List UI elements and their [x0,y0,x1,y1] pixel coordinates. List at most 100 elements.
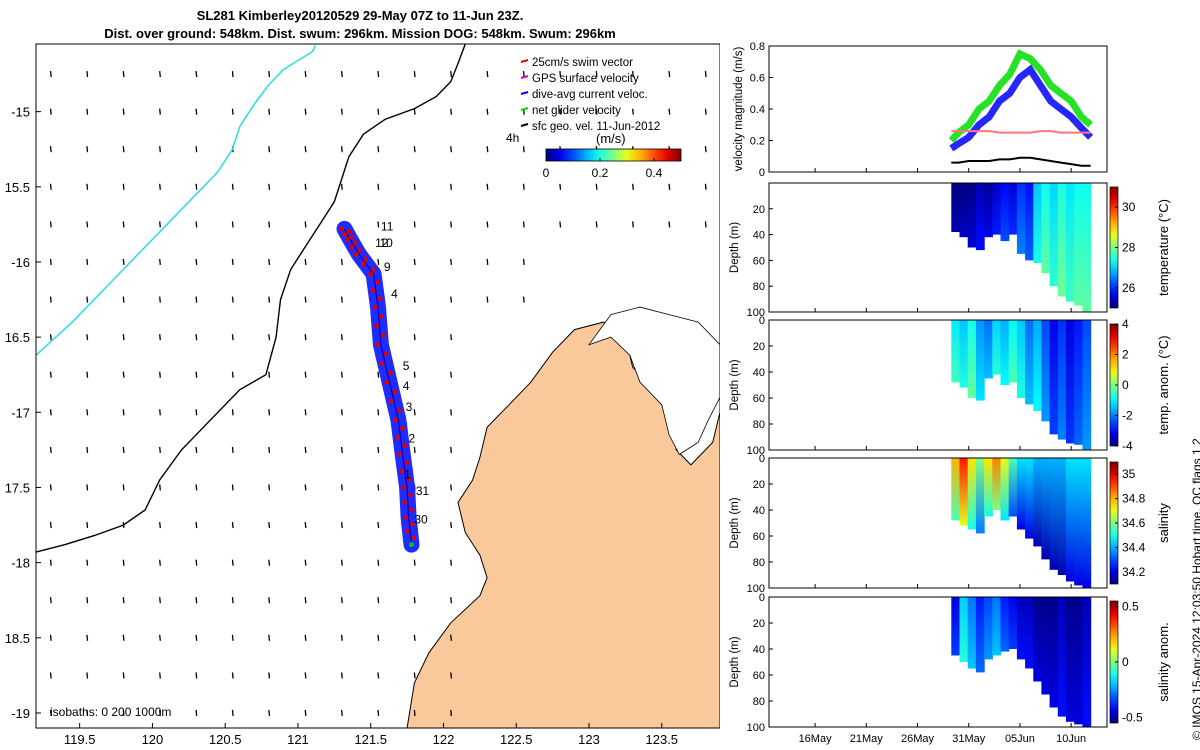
velocity-arrow [86,521,89,529]
velocity-arrow [304,446,307,453]
velocity-arrow [159,634,161,641]
velocity-arrow [195,559,198,566]
swim-vector [377,296,383,302]
velocity-arrow [231,484,234,491]
day-label: 4 [391,287,398,301]
velocity-series-2 [949,64,1094,152]
velocity-arrow [86,409,89,416]
panel-1: 0 0.2 0.4 0.6 0.8 velocity magnitude (m/s) [733,41,1108,179]
y-axis-label: Depth (m) [729,359,741,410]
velocity-arrow [413,559,416,566]
velocity-arrow [159,334,161,341]
velocity-arrow [522,146,525,153]
velocity-arrow [159,521,161,529]
velocity-arrow [195,258,198,266]
velocity-arrow [122,146,125,153]
geostrophic-velocity-field [49,71,707,717]
velocity-arrow [231,446,234,453]
swim-vector [370,266,376,272]
legend-entry: GPS surface velocity [532,73,639,85]
y-tick-label: -19 [11,706,30,721]
velocity-arrow [159,446,161,453]
y-tick-label: 20 [753,204,765,216]
swim-vector [383,351,389,357]
velocity-arrow [486,71,489,78]
velocity-arrow [304,71,307,78]
velocity-arrow [195,334,198,341]
velocity-arrow [377,371,380,378]
velocity-arrow [340,446,343,453]
day-label: 11 [381,219,394,233]
velocity-arrow [122,709,125,717]
section-cell [975,320,985,401]
velocity-arrow [340,484,343,491]
swim-vector [400,426,405,431]
velocity-arrow [268,71,271,78]
velocity-arrow [49,71,52,78]
velocity-arrow [49,521,52,529]
y-axis-label: velocity magnitude (m/s) [733,47,745,172]
section-cell [1041,458,1051,560]
section-cell [1000,458,1010,521]
velocity-arrow [377,597,380,604]
section-cell [1033,320,1043,411]
velocity-arrow [122,371,125,378]
velocity-arrow [195,597,198,604]
section-cell [1016,458,1026,530]
velocity-arrow [49,634,52,641]
velocity-arrow [377,71,380,78]
y-tick-label: -15 [11,105,30,120]
isobath-200m [35,43,466,553]
colorbar-tick-label: 34.6 [1122,516,1146,530]
velocity-arrow [49,258,52,266]
section-cell [975,597,985,673]
velocity-arrow [340,334,343,341]
section-cell [967,183,977,248]
velocity-arrow [486,258,489,266]
velocity-arrow [704,71,707,78]
section-cell [1000,597,1010,652]
day-label: 5 [403,359,410,373]
section-cell [1074,183,1083,306]
section-cell [992,183,1002,235]
velocity-arrow [195,409,198,416]
velocity-arrow [304,258,307,266]
y-tick-label: 60 [753,393,765,405]
velocity-arrow [86,108,89,115]
colorbar-tick-label: 0.4 [646,166,663,180]
velocity-arrow [668,108,671,115]
velocity-arrow [231,559,234,566]
time-tick-label: 31May [952,733,986,745]
x-tick-label: 119.5 [64,732,96,747]
velocity-arrow [268,334,271,341]
swim-vector [346,229,352,234]
legend-entry: net glider velocity [532,105,621,117]
velocity-arrow [49,334,52,341]
velocity-arrow [450,371,453,378]
y-tick-label: 17.5 [5,480,30,495]
velocity-arrow [231,709,234,717]
swim-vector [384,379,390,385]
section-cell [1082,458,1092,588]
day-label: 4 [403,379,410,393]
y-tick-label: 16.5 [5,330,30,345]
velocity-arrow [522,258,525,266]
velocity-arrow [304,221,307,228]
velocity-arrow [195,71,198,78]
y-tick-label: 60 [753,531,765,543]
y-axis-label: Depth (m) [729,222,741,273]
section-cell [984,320,993,379]
x-tick-label: 122.5 [500,732,533,747]
section-cell [959,183,969,238]
velocity-arrow [340,296,343,303]
velocity-arrow [268,296,271,303]
y-tick-label: 0 [759,315,765,327]
section-cell [1066,458,1075,582]
velocity-arrow [268,221,271,228]
velocity-arrow [304,484,307,491]
y-tick-label: 100 [747,583,765,595]
velocity-arrow [450,146,453,153]
velocity-arrow [340,521,343,529]
velocity-arrow [122,296,125,303]
velocity-arrow [340,634,343,641]
